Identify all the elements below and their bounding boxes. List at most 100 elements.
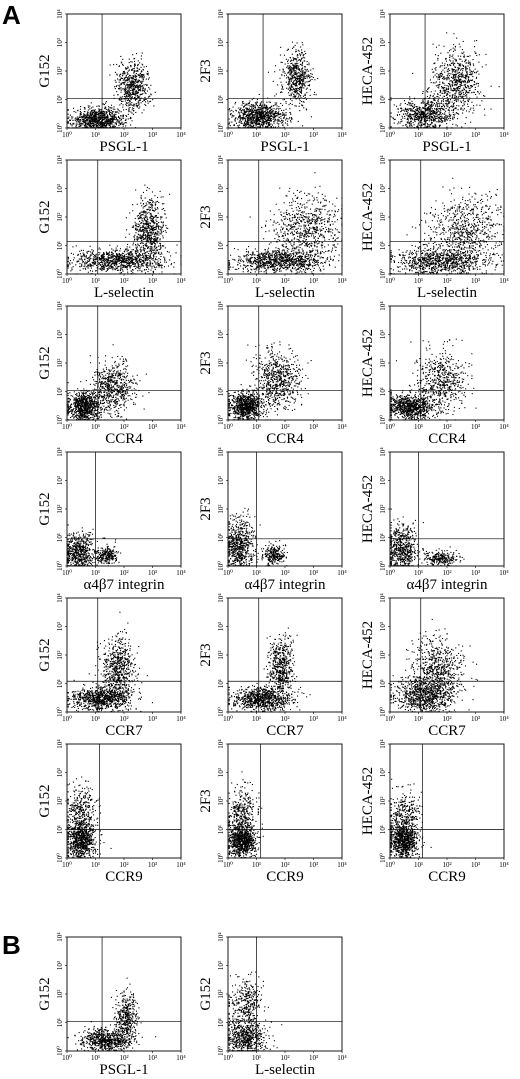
event-dot [130,104,132,106]
event-dot [238,117,240,119]
event-dot [442,117,444,119]
event-dot [260,118,262,120]
event-dot [123,72,125,74]
event-dot [152,99,154,101]
event-dot [82,120,84,122]
event-dot [138,84,140,86]
event-dot [401,120,403,122]
event-dot [89,256,91,258]
event-dot [299,73,301,75]
event-dot [449,85,451,87]
event-dot [91,116,93,118]
event-dot [95,114,97,116]
event-dot [470,86,472,88]
event-dot [467,80,469,82]
event-dot [150,84,152,86]
event-dot [145,65,147,67]
event-dot [240,117,242,119]
event-dot [457,89,459,91]
event-dot [418,121,420,123]
event-dot [242,127,244,129]
event-dot [260,111,262,113]
event-dot [84,256,86,258]
event-dot [472,107,474,109]
event-dot [253,120,255,122]
event-dot [77,110,79,112]
event-dot [244,118,246,120]
event-dot [134,93,136,95]
event-dot [137,74,139,76]
event-dot [106,127,108,129]
event-dot [89,115,91,117]
event-dot [234,119,236,121]
event-dot [100,127,102,129]
event-dot [124,91,126,93]
event-dot [95,121,97,123]
event-dot [260,108,262,110]
event-dot [267,122,269,124]
event-dot [131,120,133,122]
event-dot [287,59,289,61]
event-dot [310,73,312,75]
event-dot [248,102,250,104]
event-dot [92,115,94,117]
event-dot [135,75,137,77]
event-dot [104,119,106,121]
event-dot [144,88,146,90]
event-dot [82,127,84,129]
event-dot [131,85,133,87]
event-dot [306,77,308,79]
event-dot [431,105,433,107]
event-dot [100,122,102,124]
event-dot [290,80,292,82]
event-dot [105,120,107,122]
event-dot [138,76,140,78]
event-dot [438,108,440,110]
event-dot [72,246,74,248]
y-tick-label: 10³ [56,38,64,47]
event-dot [437,59,439,61]
event-dot [98,110,100,112]
event-dot [249,120,251,122]
event-dot [282,69,284,71]
event-dot [295,80,297,82]
event-dot [420,102,422,104]
y-tick-label: 10³ [379,38,387,47]
event-dot [275,126,277,128]
event-dot [81,265,83,267]
event-dot [77,116,79,118]
event-dot [291,53,293,55]
event-dot [133,69,135,71]
event-dot [452,57,454,59]
event-dot [453,89,455,91]
event-dot [81,263,83,265]
event-dot [104,115,106,117]
event-dot [276,107,278,109]
event-dot [76,118,78,120]
event-dot [294,105,296,107]
event-dot [300,46,302,48]
event-dot [115,116,117,118]
event-dot [290,121,292,123]
event-dot [297,87,299,89]
event-dot [288,79,290,81]
event-dot [268,108,270,110]
event-dot [145,98,147,100]
event-dot [137,69,139,71]
event-dot [276,102,278,104]
event-dot [250,104,252,106]
event-dot [84,127,86,129]
event-dot [82,115,84,117]
event-dot [280,102,282,104]
event-dot [475,83,477,85]
event-dot [296,67,298,69]
event-dot [128,79,130,81]
event-dot [91,114,93,116]
event-dot [436,102,438,104]
event-dot [115,123,117,125]
event-dot [283,54,285,56]
event-dot [409,121,411,123]
event-dot [303,77,305,79]
event-dot [90,267,92,269]
event-dot [278,113,280,115]
